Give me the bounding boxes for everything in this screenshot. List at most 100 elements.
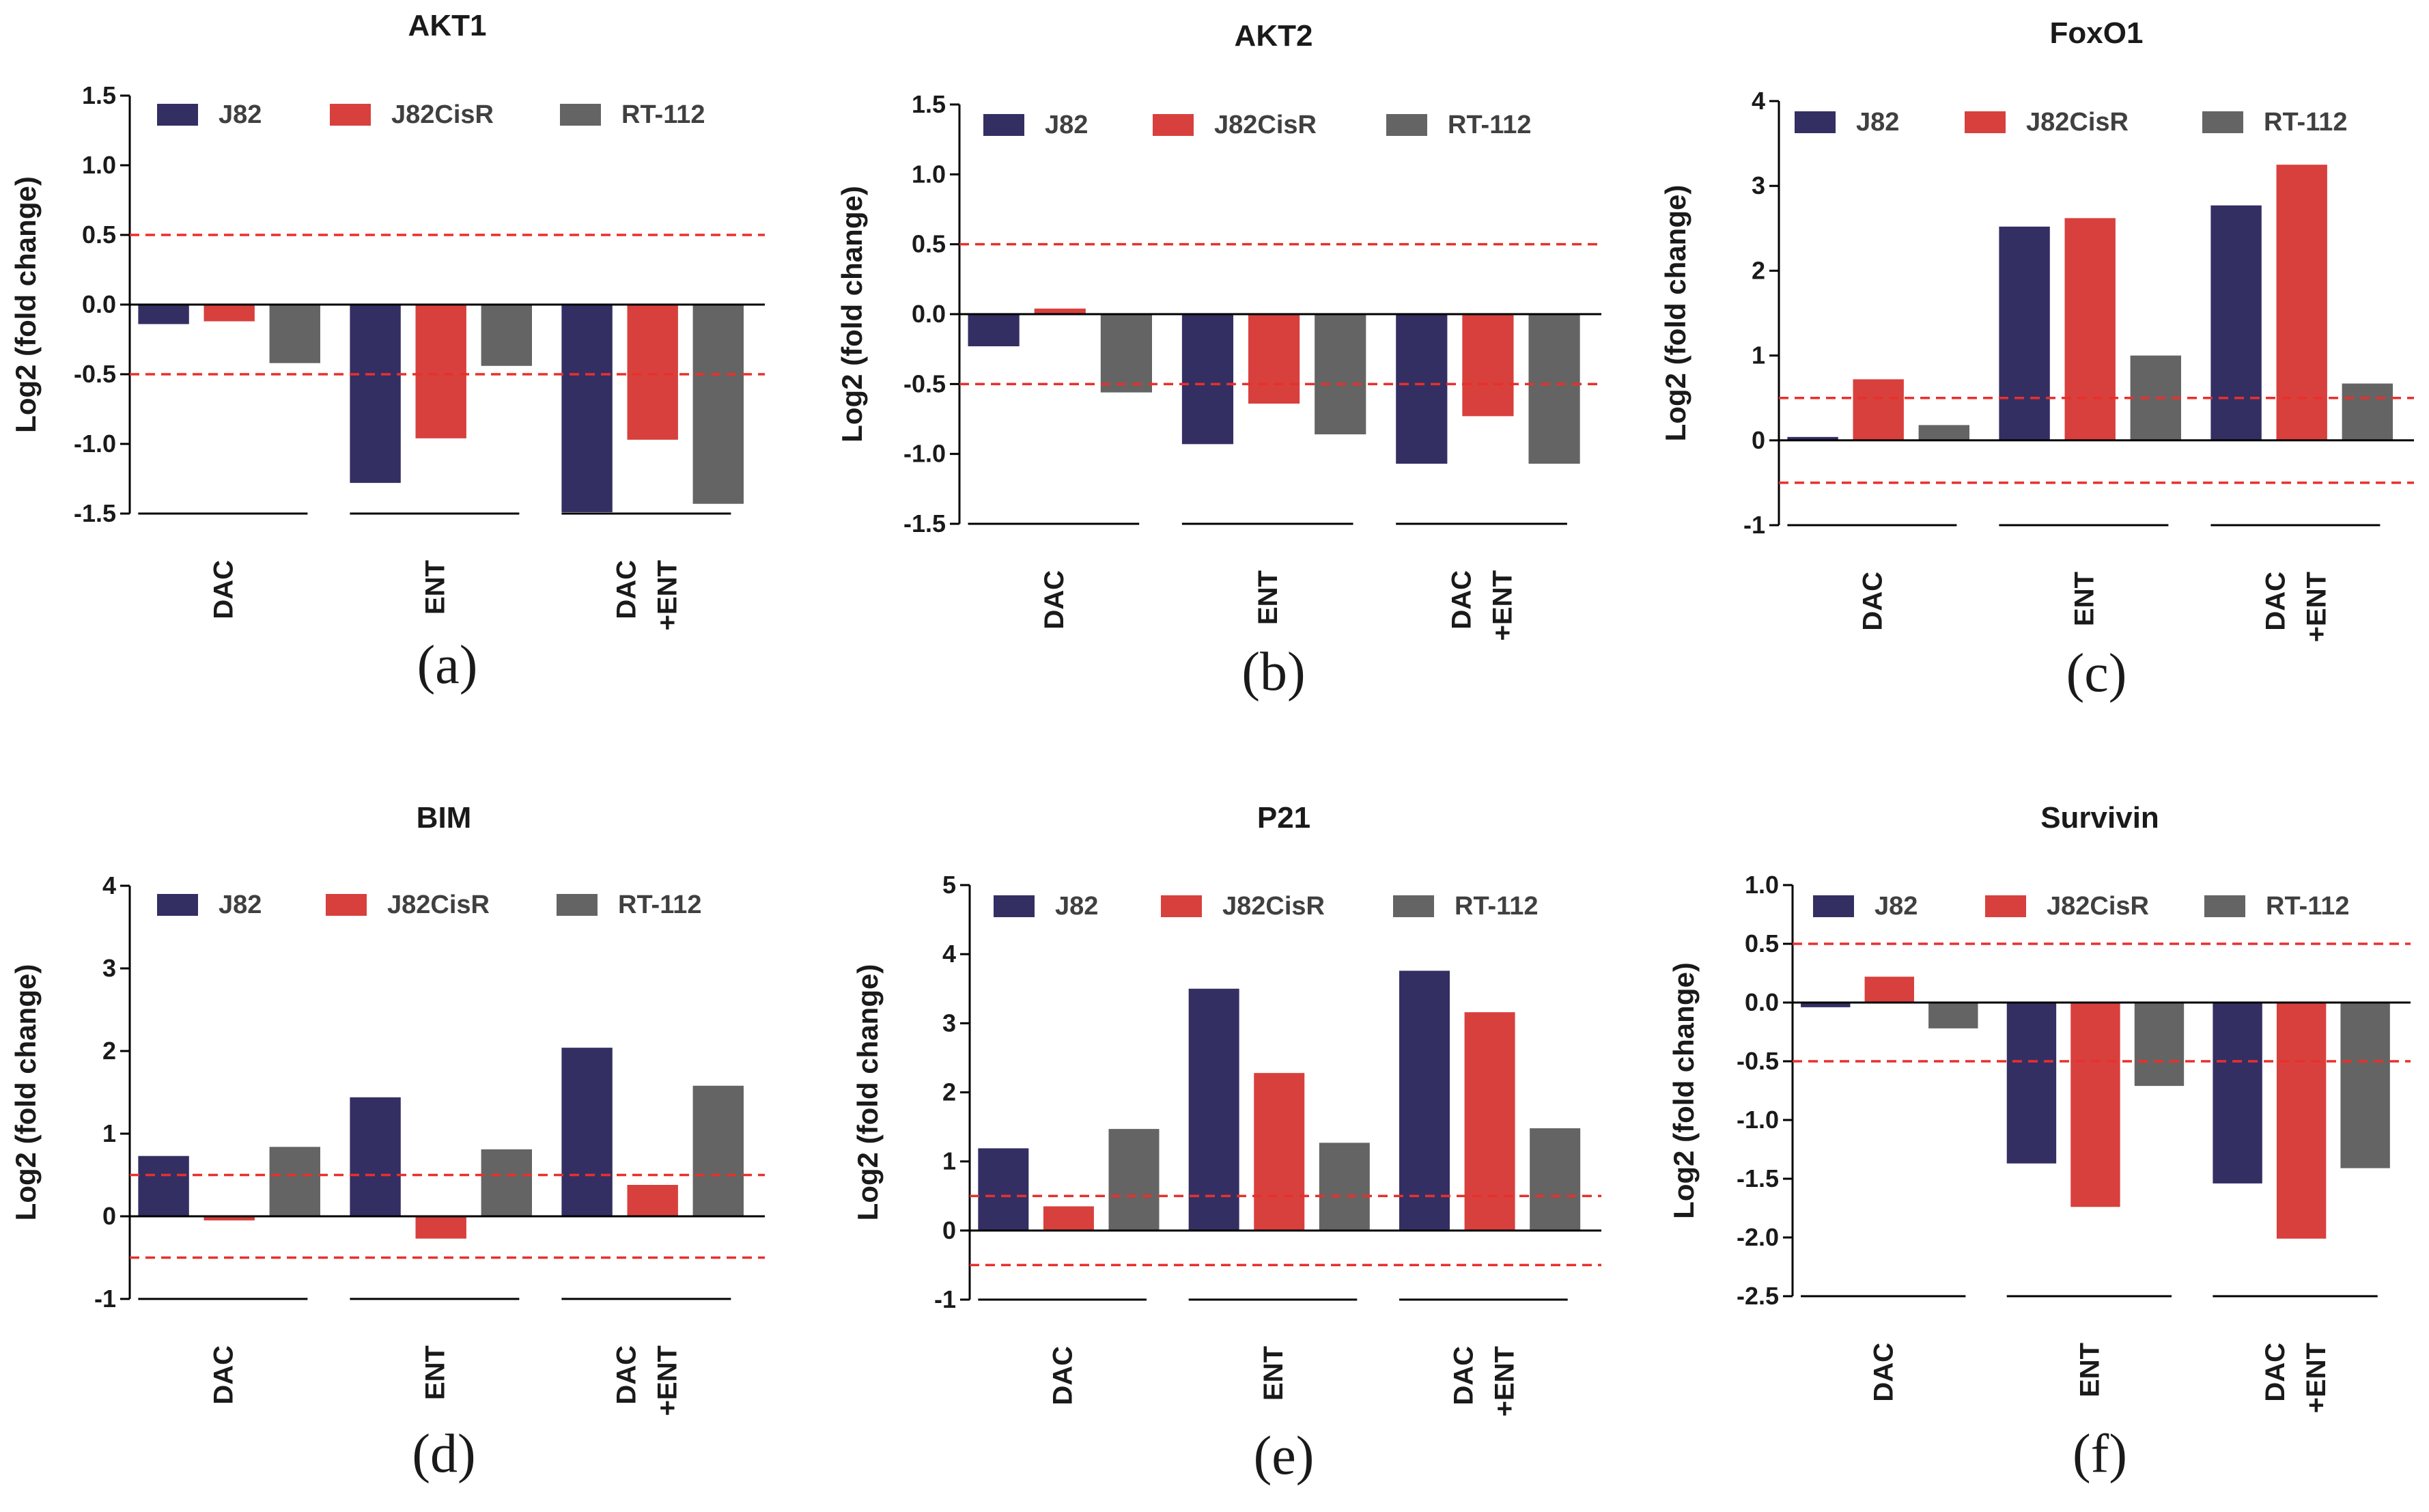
- bar-j82cisr-dac: [203, 1216, 255, 1221]
- chart-title: AKT2: [1235, 19, 1313, 53]
- legend-swatch-j82: [1795, 111, 1836, 133]
- bar-j82cisr-dac: [203, 305, 255, 322]
- y-axis-label: Log2 (fold change): [852, 964, 884, 1221]
- legend-swatch-j82cisr: [1985, 895, 2026, 917]
- category-label: DAC: [1448, 1346, 1478, 1405]
- y-tick-label: 0.5: [82, 221, 116, 249]
- legend-label: RT-112: [618, 891, 702, 919]
- legend-label: J82CisR: [387, 891, 490, 919]
- y-tick-label: 4: [102, 871, 116, 899]
- y-tick-label: 4: [942, 940, 956, 968]
- y-tick-label: 5: [942, 871, 956, 899]
- bar-j82cisr-dac: [1043, 1206, 1094, 1231]
- category-label: +ENT: [2301, 572, 2331, 642]
- y-tick-label: 3: [1752, 171, 1765, 199]
- bar-j82cisr-dacent: [627, 1185, 678, 1216]
- y-tick-label: 1.0: [912, 160, 946, 188]
- category-label: DAC: [208, 560, 238, 619]
- bar-rt-112-dacent: [1530, 1128, 1581, 1231]
- category-label: DAC: [1048, 1346, 1078, 1405]
- y-tick-label: -1.0: [903, 440, 946, 468]
- chart-panel-2: AKT2 1.5 1.0 0.5 0.0 -0.5 -1.0 -1.5 Log2 (fold c…: [836, 19, 1601, 702]
- category-label: DAC: [1447, 570, 1477, 630]
- y-tick-label: 0.0: [912, 300, 946, 328]
- bar-j82-ent: [350, 1097, 401, 1216]
- bar-j82cisr-dac: [1853, 379, 1904, 440]
- legend-swatch-rt-112: [557, 894, 598, 916]
- category-label: DAC: [611, 560, 641, 619]
- y-tick-label: 1.5: [82, 81, 116, 109]
- bar-j82-dacent: [1399, 970, 1450, 1231]
- category-label: ENT: [2069, 572, 2099, 626]
- legend-label: RT-112: [1448, 111, 1532, 139]
- legend-label: J82: [1875, 892, 1918, 921]
- bar-j82cisr-ent: [415, 305, 466, 438]
- y-tick-label: 3: [102, 954, 116, 982]
- bar-rt-112-dacent: [2340, 1003, 2390, 1168]
- bar-j82cisr-dac: [1864, 977, 1914, 1003]
- bar-j82cisr-dacent: [1464, 1012, 1515, 1231]
- category-label: DAC: [1857, 572, 1887, 631]
- legend-label: J82CisR: [2047, 892, 2149, 921]
- bar-rt-112-dac: [1108, 1129, 1160, 1231]
- y-tick-label: -1.0: [74, 430, 116, 458]
- bar-j82cisr-ent: [1248, 314, 1300, 404]
- y-tick-label: 0.5: [1745, 929, 1779, 957]
- bar-rt-112-dacent: [692, 1085, 744, 1216]
- legend-swatch-rt-112: [2202, 111, 2243, 133]
- legend-swatch-j82: [983, 114, 1024, 136]
- panel-label: (f): [2073, 1424, 2127, 1484]
- bar-j82-dac: [1787, 436, 1838, 440]
- chart-title: FoxO1: [2050, 16, 2144, 50]
- legend-label: RT-112: [2264, 108, 2348, 137]
- legend-swatch-j82cisr: [1153, 114, 1194, 136]
- legend-swatch-j82cisr: [1965, 111, 2006, 133]
- bar-j82-dac: [138, 1156, 189, 1216]
- bar-rt-112-ent: [2134, 1003, 2185, 1087]
- category-label: DAC: [611, 1345, 641, 1405]
- bar-rt-112-dac: [269, 1147, 320, 1216]
- y-tick-label: 0: [102, 1202, 116, 1230]
- bar-j82cisr-ent: [2064, 218, 2116, 440]
- legend-swatch-j82: [1813, 895, 1854, 917]
- y-tick-label: -1.5: [74, 499, 116, 527]
- chart-title: Survivin: [2040, 801, 2159, 835]
- panel-label: (e): [1254, 1426, 1315, 1486]
- bar-j82-dacent: [2210, 205, 2262, 440]
- bar-rt-112-dacent: [1528, 314, 1580, 464]
- y-axis-label: Log2 (fold change): [1668, 962, 1700, 1219]
- bar-j82-ent: [1188, 988, 1239, 1231]
- y-tick-label: -2.5: [1737, 1282, 1779, 1310]
- category-label: +ENT: [1488, 570, 1518, 641]
- legend-swatch-rt-112: [1386, 114, 1427, 136]
- bar-j82-dac: [138, 305, 189, 324]
- y-tick-label: 0.5: [912, 230, 946, 258]
- bar-j82cisr-dacent: [1462, 314, 1514, 417]
- y-tick-label: -1: [1743, 511, 1765, 539]
- panel-label: (b): [1241, 642, 1305, 702]
- legend-swatch-j82: [994, 895, 1035, 917]
- bar-j82-ent: [1181, 314, 1234, 445]
- category-label: ENT: [1253, 570, 1283, 625]
- category-label: DAC: [2260, 572, 2290, 631]
- legend-swatch-j82: [157, 104, 198, 126]
- bar-rt-112-dacent: [692, 305, 744, 504]
- y-tick-label: 1.5: [912, 90, 946, 118]
- bar-j82cisr-dac: [1034, 308, 1086, 314]
- y-tick-label: 1: [102, 1119, 116, 1147]
- bar-j82cisr-ent: [1254, 1073, 1305, 1231]
- legend-label: J82CisR: [391, 100, 494, 129]
- legend-label: RT-112: [621, 100, 705, 129]
- bar-j82cisr-ent: [2070, 1003, 2120, 1207]
- legend-label: RT-112: [2266, 892, 2350, 921]
- category-label: ENT: [420, 1345, 450, 1400]
- y-tick-label: 0.0: [1745, 988, 1779, 1016]
- bar-j82cisr-dacent: [627, 305, 678, 440]
- y-tick-label: -1.5: [1737, 1164, 1779, 1192]
- y-axis-label: Log2 (fold change): [1659, 185, 1691, 442]
- panel-label: (d): [412, 1424, 475, 1484]
- chart-title: AKT1: [408, 9, 487, 42]
- y-tick-label: 3: [942, 1009, 956, 1037]
- y-axis-label: Log2 (fold change): [10, 964, 42, 1221]
- legend-label: J82: [219, 100, 262, 129]
